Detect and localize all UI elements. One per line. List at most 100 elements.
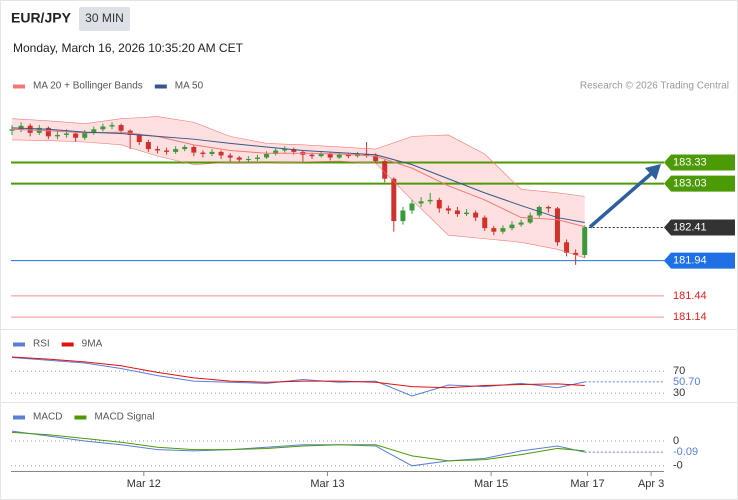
legend-swatch (74, 415, 87, 420)
candle-body (418, 201, 424, 204)
legend-label: MACD (33, 412, 62, 423)
x-tick-label: Mar 17 (570, 478, 604, 490)
timeframe[interactable]: 30 MIN (85, 11, 124, 25)
candle-body (173, 149, 179, 152)
candle-body (91, 129, 97, 133)
candle-body (191, 146, 197, 153)
candle-body (500, 228, 506, 232)
legend-label: MA 50 (175, 81, 204, 92)
current-label: -0.09 (673, 446, 698, 458)
chart-title: EUR/JPY (11, 10, 72, 26)
candle-body (309, 154, 315, 157)
candle-body (82, 132, 88, 138)
line-values (11, 128, 585, 228)
line-values (11, 430, 585, 467)
candle-body (582, 227, 588, 255)
level-tag (664, 219, 735, 236)
legend-swatch (13, 415, 25, 420)
candle-body (54, 134, 60, 137)
candle-body (45, 127, 51, 137)
current-label: 50.70 (673, 376, 701, 388)
candle-body (482, 217, 488, 229)
level-label: 181.94 (673, 255, 707, 267)
y-tick-label: 70 (673, 365, 685, 377)
legend-label: 9MA (82, 339, 103, 350)
candle-body (545, 206, 551, 209)
x-tick-label: Mar 13 (310, 478, 344, 490)
candle-body (236, 157, 242, 160)
level-label: 182.41 (673, 221, 707, 233)
candle-body (318, 154, 324, 157)
level-tag (664, 252, 735, 269)
candle-body (400, 210, 406, 222)
level-label: 183.33 (673, 156, 707, 168)
legend-label: MACD Signal (94, 412, 154, 423)
candle-body (345, 154, 351, 157)
level-label: 183.03 (673, 178, 707, 190)
line-upper (11, 116, 585, 197)
candle-body (364, 154, 370, 156)
y-tick-label: -0 (673, 460, 683, 472)
arrow-head (645, 164, 661, 180)
candle-body (436, 199, 442, 209)
candle-body (464, 212, 470, 215)
candle-body (9, 129, 15, 131)
candle-body (227, 155, 233, 158)
candle-body (382, 161, 388, 179)
candle-body (18, 125, 24, 130)
candle-body (391, 178, 397, 222)
candle-body (454, 210, 460, 215)
candle-body (427, 199, 433, 202)
legend-swatch (154, 84, 167, 89)
line-values (11, 356, 585, 389)
candle-body (564, 242, 570, 253)
legend-swatch (13, 84, 25, 89)
candle-body (373, 155, 379, 162)
legend-label: MA 20 + Bollinger Bands (33, 81, 143, 92)
candle-body (109, 125, 115, 127)
line-values (11, 127, 585, 223)
candle-body (409, 203, 415, 211)
timeframe-badge[interactable] (79, 7, 130, 31)
candle-body (164, 150, 170, 152)
candle-body (182, 146, 188, 150)
candle-body (218, 151, 224, 156)
credit: Research © 2026 Trading Central (580, 81, 729, 92)
candle-body (254, 157, 260, 159)
candle-body (445, 208, 451, 211)
arrow (588, 171, 654, 229)
candle-body (518, 222, 524, 225)
candle-body (573, 252, 579, 255)
candle-body (64, 133, 70, 135)
line-lower (11, 139, 585, 259)
line-values (11, 431, 585, 462)
x-tick-label: Mar 12 (127, 478, 161, 490)
candle-body (527, 215, 533, 223)
bollinger-band (12, 116, 585, 258)
candle-body (473, 212, 479, 218)
candle-body (100, 126, 106, 130)
candle-body (73, 133, 79, 138)
y-tick-label: 30 (673, 387, 685, 399)
x-tick-label: Apr 3 (638, 478, 664, 490)
candle-body (264, 154, 270, 158)
y-tick-label: 0 (673, 435, 679, 447)
candle-body (491, 228, 497, 232)
candle-body (154, 149, 160, 151)
candle-body (200, 152, 206, 155)
candle-body (282, 149, 288, 151)
subtitle: Monday, March 16, 2026 10:35:20 AM CET (13, 41, 244, 55)
candle-body (327, 154, 333, 158)
level-tag (664, 154, 735, 171)
candle-body (336, 154, 342, 158)
candle-body (291, 149, 297, 152)
level-label: 181.14 (673, 311, 707, 323)
legend-swatch (61, 342, 74, 347)
candle-body (245, 158, 251, 160)
candle-body (273, 150, 279, 155)
candle-body (554, 208, 560, 243)
candle-body (27, 125, 33, 133)
candle-body (509, 224, 515, 229)
